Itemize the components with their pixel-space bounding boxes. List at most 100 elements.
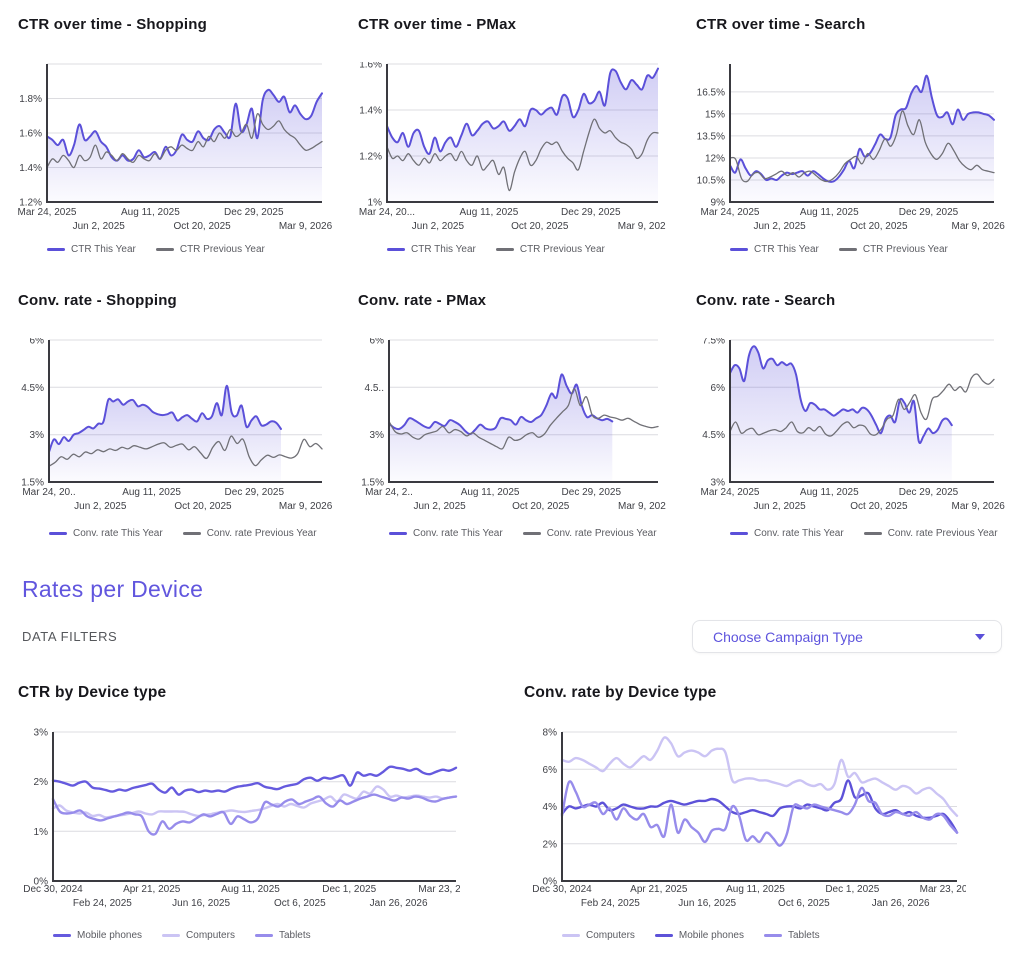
line-chart-canvas: 1% 1.2% 1.4% 1.6% Mar 24, 20... Jun 2, 2025 Au… bbox=[359, 62, 666, 232]
legend-label: CTR This Year bbox=[411, 244, 476, 255]
x-tick-label: Feb 24, 2025 bbox=[73, 898, 132, 909]
legend-item-ctr-this-year[interactable]: CTR This Year bbox=[387, 244, 476, 255]
y-tick-label: 8% bbox=[543, 728, 558, 739]
x-tick-label: Jun 16, 2025 bbox=[678, 898, 736, 909]
x-tick-label: Oct 20, 2025 bbox=[850, 501, 908, 512]
line-conv-rate-this-year bbox=[729, 345, 953, 444]
y-tick-label: 0% bbox=[543, 877, 558, 888]
legend-swatch bbox=[730, 532, 748, 535]
legend-label: CTR Previous Year bbox=[179, 244, 265, 255]
x-tick-label: Jun 2, 2025 bbox=[753, 501, 806, 512]
x-tick-label: Mar 9, 2026 bbox=[952, 501, 1006, 512]
legend-item-mobile-phones[interactable]: Mobile phones bbox=[654, 930, 744, 941]
y-tick-label: 4.5% bbox=[21, 383, 44, 394]
line-chart-canvas: 1.5% 3% 4.5% 6% Mar 24, 20.. Jun 2, 2025 Aug 1… bbox=[21, 338, 333, 512]
chart-card-conv-pmax: Conv. rate - PMax 1.5% 3% 4.5.. 6% Mar 24, 2… bbox=[350, 290, 686, 558]
legend-label: CTR This Year bbox=[71, 244, 136, 255]
y-tick-label: 6% bbox=[711, 383, 726, 394]
x-tick-label: Dec 29, 2025 bbox=[225, 487, 285, 498]
x-tick-label: Mar 9, 202 bbox=[618, 221, 666, 232]
y-tick-label: 1.2% bbox=[19, 198, 42, 209]
legend-swatch bbox=[182, 532, 201, 535]
legend-item-ctr-previous-year[interactable]: CTR Previous Year bbox=[838, 244, 948, 255]
legend-item-conv-rate-previous-year[interactable]: Conv. rate Previous Year bbox=[182, 528, 317, 539]
legend-swatch bbox=[162, 934, 181, 937]
chart-card-conv-search: Conv. rate - Search 3% 4.5% 6% 7.5% Mar 24, … bbox=[688, 290, 1024, 558]
y-tick-label: 7.5% bbox=[702, 338, 725, 347]
legend-label: Conv. rate Previous Year bbox=[546, 528, 657, 539]
legend-item-conv-rate-this-year[interactable]: Conv. rate This Year bbox=[730, 528, 844, 539]
legend-swatch bbox=[654, 934, 673, 937]
x-tick-label: Jan 26, 2026 bbox=[370, 898, 428, 909]
x-tick-label: Aug 11, 2025 bbox=[221, 884, 280, 895]
legend-label: Conv. rate This Year bbox=[413, 528, 503, 539]
y-tick-label: 1.4% bbox=[19, 163, 42, 174]
x-tick-label: Mar 23, 2026 bbox=[920, 884, 966, 895]
x-tick-label: Mar 24, 20.. bbox=[22, 487, 75, 498]
caret-down-icon bbox=[975, 633, 985, 640]
x-tick-label: Oct 20, 2025 bbox=[174, 501, 232, 512]
x-tick-label: Mar 9, 2026 bbox=[952, 221, 1006, 232]
line-plot: 0% 2% 4% 6% 8% Dec 30, 2024 Feb 24, 2025 Apr 21… bbox=[514, 726, 966, 919]
y-tick-label: 2% bbox=[34, 777, 49, 788]
y-tick-label: 3% bbox=[30, 430, 45, 441]
legend-item-computers[interactable]: Computers bbox=[162, 930, 235, 941]
legend-item-computers[interactable]: Computers bbox=[562, 930, 635, 941]
chart-card-ctr-pmax: CTR over time - PMax 1% 1.2% 1.4% 1.6% Mar 2… bbox=[350, 14, 686, 274]
legend-item-tablets[interactable]: Tablets bbox=[763, 930, 820, 941]
y-tick-label: 3% bbox=[711, 478, 726, 489]
legend-item-conv-rate-this-year[interactable]: Conv. rate This Year bbox=[389, 528, 503, 539]
legend-item-ctr-previous-year[interactable]: CTR Previous Year bbox=[495, 244, 605, 255]
x-tick-label: Dec 1, 2025 bbox=[825, 884, 879, 895]
area-fill-ctr-this-year bbox=[387, 68, 658, 202]
chart-legend: CTR This Year CTR Previous Year bbox=[730, 244, 948, 255]
legend-item-conv-rate-this-year[interactable]: Conv. rate This Year bbox=[49, 528, 163, 539]
legend-item-tablets[interactable]: Tablets bbox=[254, 930, 311, 941]
chart-title: Conv. rate by Device type bbox=[524, 684, 717, 701]
y-tick-label: 12% bbox=[705, 154, 725, 165]
legend-item-conv-rate-previous-year[interactable]: Conv. rate Previous Year bbox=[522, 528, 657, 539]
legend-swatch bbox=[389, 532, 407, 535]
line-ctr-this-year bbox=[729, 74, 995, 183]
line-conv-rate-this-year bbox=[48, 384, 282, 453]
chart-card-ctr-search: CTR over time - Search 9% 10.5% 12% 13.5% 15… bbox=[688, 14, 1024, 274]
line-chart-canvas: 1.5% 3% 4.5.. 6% Mar 24, 2..Jun 2, 2025 Aug 1… bbox=[361, 338, 666, 512]
line-chart-canvas: 9% 10.5% 12% 13.5% 15% 16.5% Mar 24, 2025 Jun 2… bbox=[697, 64, 1006, 232]
chart-legend: Mobile phones Computers Tablets bbox=[53, 930, 311, 941]
chart-title: Conv. rate - PMax bbox=[358, 292, 487, 309]
chart-legend: Conv. rate This Year Conv. rate Previous … bbox=[49, 528, 317, 539]
legend-item-ctr-this-year[interactable]: CTR This Year bbox=[47, 244, 136, 255]
line-plot: 3% 4.5% 6% 7.5% Mar 24, 2025 Jun 2, 2025 Aug 1… bbox=[688, 338, 1024, 520]
legend-item-mobile-phones[interactable]: Mobile phones bbox=[53, 930, 142, 941]
y-tick-label: 1.2% bbox=[359, 152, 382, 163]
legend-label: Computers bbox=[186, 930, 235, 941]
x-tick-label: Mar 24, 20... bbox=[359, 207, 415, 218]
chart-card-conv-shopping: Conv. rate - Shopping 1.5% 3% 4.5% 6% Mar 24… bbox=[10, 290, 346, 558]
chart-legend: Computers Mobile phones Tablets bbox=[562, 930, 820, 941]
y-tick-label: 4.5.. bbox=[365, 383, 384, 394]
y-tick-label: 16.5% bbox=[697, 87, 725, 98]
line-mobile-phones bbox=[560, 779, 959, 834]
y-tick-label: 13.5% bbox=[697, 131, 725, 142]
x-tick-label: Apr 21, 2025 bbox=[630, 884, 688, 895]
campaign-type-dropdown[interactable]: Choose Campaign Type bbox=[692, 620, 1002, 653]
legend-label: Conv. rate Previous Year bbox=[887, 528, 998, 539]
legend-item-ctr-this-year[interactable]: CTR This Year bbox=[730, 244, 819, 255]
legend-item-ctr-previous-year[interactable]: CTR Previous Year bbox=[155, 244, 265, 255]
legend-swatch bbox=[495, 248, 514, 251]
line-ctr-this-year bbox=[46, 88, 323, 162]
legend-item-conv-rate-previous-year[interactable]: Conv. rate Previous Year bbox=[863, 528, 998, 539]
x-tick-label: Mar 9, 202 bbox=[618, 501, 666, 512]
legend-label: Tablets bbox=[278, 930, 311, 941]
line-ctr-previous-year bbox=[386, 118, 659, 192]
legend-label: Conv. rate This Year bbox=[73, 528, 163, 539]
x-tick-label: Mar 9, 2026 bbox=[279, 221, 333, 232]
y-tick-label: 0% bbox=[34, 877, 49, 888]
y-tick-label: 4% bbox=[543, 802, 558, 813]
x-tick-label: Oct 20, 2025 bbox=[511, 221, 569, 232]
y-tick-label: 1.8% bbox=[19, 94, 42, 105]
y-tick-label: 6% bbox=[30, 338, 45, 347]
chart-title: CTR over time - Shopping bbox=[18, 16, 207, 33]
area-fill-conv-rate-this-year bbox=[389, 374, 613, 482]
legend-label: Mobile phones bbox=[77, 930, 143, 941]
